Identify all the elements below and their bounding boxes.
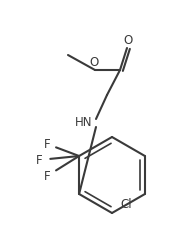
Text: F: F	[44, 137, 50, 150]
Text: O: O	[123, 35, 133, 47]
Text: O: O	[89, 57, 99, 69]
Text: F: F	[44, 169, 50, 183]
Text: F: F	[36, 153, 42, 166]
Text: Cl: Cl	[120, 199, 132, 212]
Text: HN: HN	[75, 115, 93, 128]
